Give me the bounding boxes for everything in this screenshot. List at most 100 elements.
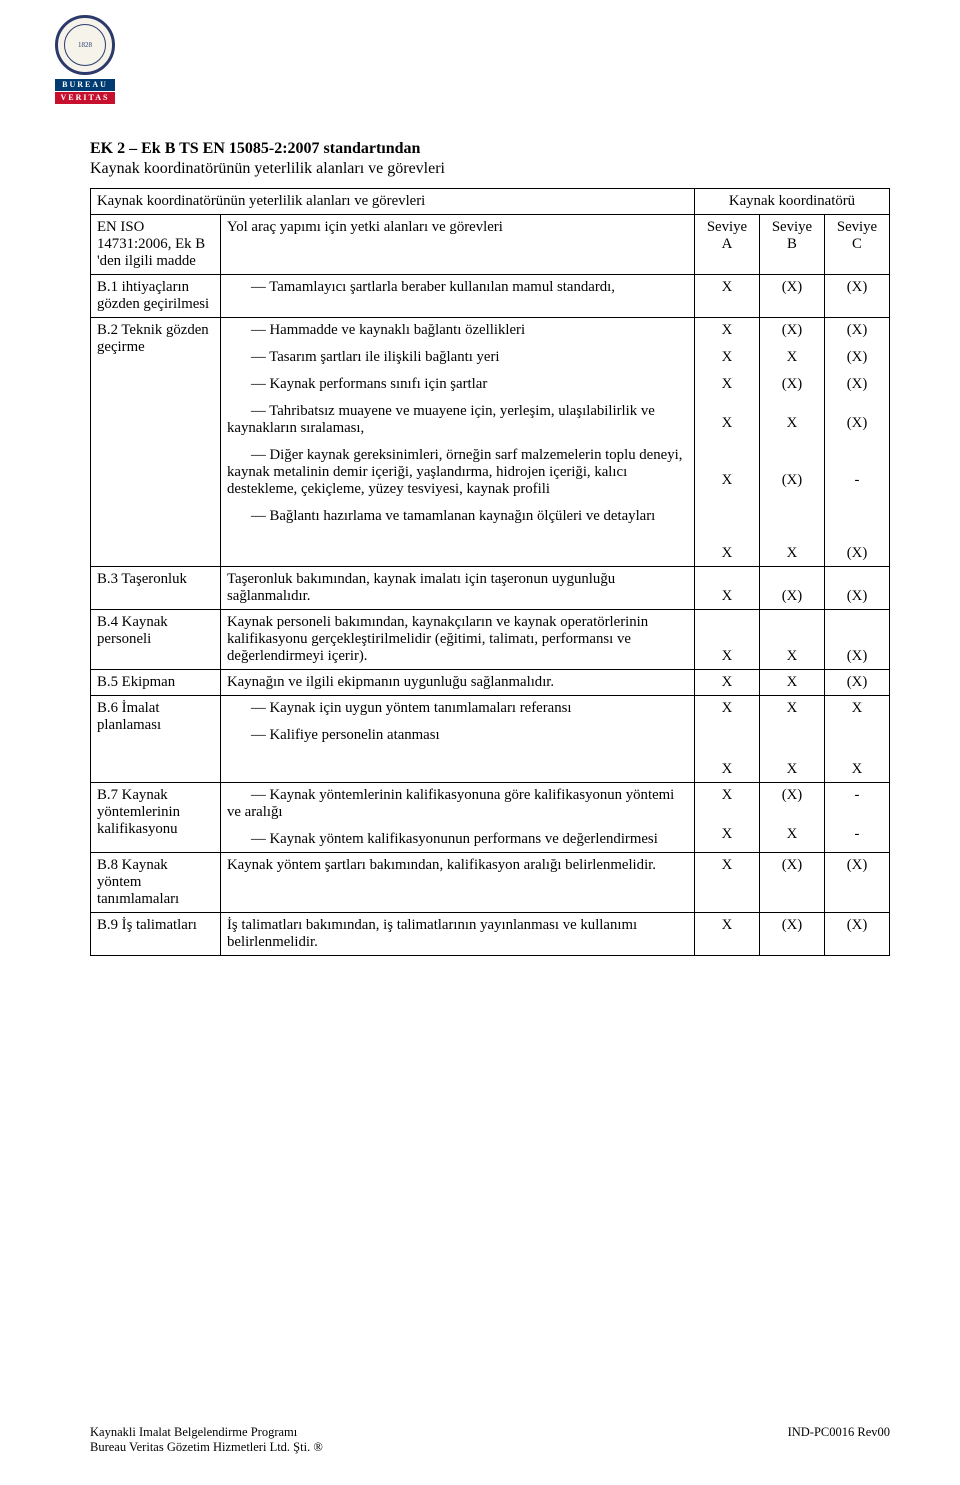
b8-desc: Kaynak yöntem şartları bakımından, kalif… xyxy=(221,853,695,913)
b5-c: (X) xyxy=(824,670,889,696)
b2-l2c: (X) xyxy=(831,349,883,366)
b6-l1b: X xyxy=(766,700,818,717)
footer-left2: Bureau Veritas Gözetim Hizmetleri Ltd. Ş… xyxy=(90,1440,323,1455)
b7-l1c: - xyxy=(831,787,883,804)
b8-b: (X) xyxy=(759,853,824,913)
b1-label: B.1 ihtiyaçların gözden geçirilmesi xyxy=(91,275,221,318)
b4-c: (X) xyxy=(824,610,889,670)
row-b3: B.3 Taşeronluk Taşeronluk bakımından, ka… xyxy=(91,567,890,610)
b6-l1a: X xyxy=(701,700,753,717)
b2-l6c: (X) xyxy=(831,545,883,562)
b9-desc: İş talimatları bakımından, iş talimatlar… xyxy=(221,913,695,956)
b6-l2: — Kalifiye personelin atanması xyxy=(227,727,688,744)
b7-col-c: - - xyxy=(824,783,889,853)
b8-c: (X) xyxy=(824,853,889,913)
logo-year: 1828 xyxy=(78,41,92,49)
b2-l5a: X xyxy=(701,472,753,489)
b3-b: (X) xyxy=(759,567,824,610)
b9-label: B.9 İş talimatları xyxy=(91,913,221,956)
b2-desc: — Hammadde ve kaynaklı bağlantı özellikl… xyxy=(221,318,695,567)
row-b6: B.6 İmalat planlaması — Kaynak için uygu… xyxy=(91,696,890,783)
footer-left1: Kaynakli Imalat Belgelendirme Programı xyxy=(90,1425,323,1440)
row-b1: B.1 ihtiyaçların gözden geçirilmesi — Ta… xyxy=(91,275,890,318)
b2-l6a: X xyxy=(701,545,753,562)
heading: EK 2 – Ek B TS EN 15085-2:2007 standartı… xyxy=(90,140,890,178)
row-b7: B.7 Kaynak yöntemlerinin kalifikasyonu —… xyxy=(91,783,890,853)
b7-l1b: (X) xyxy=(766,787,818,804)
row-b8: B.8 Kaynak yöntem tanımlamaları Kaynak y… xyxy=(91,853,890,913)
b7-l1: — Kaynak yöntemlerinin kalifikasyonuna g… xyxy=(227,787,688,821)
logo-bar-bureau: BUREAU xyxy=(55,79,115,91)
b2-l5b: (X) xyxy=(766,472,818,489)
heading-line2: Kaynak koordinatörünün yeterlilik alanla… xyxy=(90,160,890,178)
b2-l2: — Tasarım şartları ile ilişkili bağlantı… xyxy=(227,349,688,366)
b9-b: (X) xyxy=(759,913,824,956)
th-desc-sub: Yol araç yapımı için yetki alanları ve g… xyxy=(221,215,695,275)
b2-l6b: X xyxy=(766,545,818,562)
b7-l2a: X xyxy=(701,826,753,843)
b5-label: B.5 Ekipman xyxy=(91,670,221,696)
b2-l2a: X xyxy=(701,349,753,366)
b2-l1c: (X) xyxy=(831,322,883,339)
footer-right: IND-PC0016 Rev00 xyxy=(788,1425,890,1455)
th-level-b: Seviye B xyxy=(759,215,824,275)
b7-col-b: (X) X xyxy=(759,783,824,853)
b1-b: (X) xyxy=(759,275,824,318)
b2-l6: — Bağlantı hazırlama ve tamamlanan kayna… xyxy=(227,508,688,525)
b9-c: (X) xyxy=(824,913,889,956)
b1-desc: — Tamamlayıcı şartlarla beraber kullanıl… xyxy=(221,275,695,318)
page: 1828 BUREAU VERITAS EK 2 – Ek B TS EN 15… xyxy=(0,0,960,1485)
b7-desc: — Kaynak yöntemlerinin kalifikasyonuna g… xyxy=(221,783,695,853)
th-level-a: Seviye A xyxy=(694,215,759,275)
table-header-row1: Kaynak koordinatörünün yeterlilik alanla… xyxy=(91,189,890,215)
row-b9: B.9 İş talimatları İş talimatları bakımı… xyxy=(91,913,890,956)
b1-a: X xyxy=(694,275,759,318)
row-b4: B.4 Kaynak personeli Kaynak personeli ba… xyxy=(91,610,890,670)
logo-seal: 1828 xyxy=(55,15,115,75)
table-header-row2: EN ISO 14731:2006, Ek B 'den ilgili madd… xyxy=(91,215,890,275)
b1-c: (X) xyxy=(824,275,889,318)
logo-bar-veritas: VERITAS xyxy=(55,92,115,104)
b3-c: (X) xyxy=(824,567,889,610)
logo: 1828 BUREAU VERITAS xyxy=(45,15,125,104)
b8-a: X xyxy=(694,853,759,913)
b6-label: B.6 İmalat planlaması xyxy=(91,696,221,783)
b7-label: B.7 Kaynak yöntemlerinin kalifikasyonu xyxy=(91,783,221,853)
b6-col-a: X X xyxy=(694,696,759,783)
b3-label: B.3 Taşeronluk xyxy=(91,567,221,610)
b2-l4: — Tahribatsız muayene ve muayene için, y… xyxy=(227,403,688,437)
th-level-c: Seviye C xyxy=(824,215,889,275)
b2-l4a: X xyxy=(701,415,753,432)
b7-col-a: X X xyxy=(694,783,759,853)
footer-left: Kaynakli Imalat Belgelendirme Programı B… xyxy=(90,1425,323,1455)
b2-l1a: X xyxy=(701,322,753,339)
b2-l1b: (X) xyxy=(766,322,818,339)
b2-l4b: X xyxy=(766,415,818,432)
b6-l2a: X xyxy=(701,761,753,778)
th-right-title: Kaynak koordinatörü xyxy=(694,189,889,215)
b7-l2c: - xyxy=(831,826,883,843)
b1-desc-text: — Tamamlayıcı şartlarla beraber kullanıl… xyxy=(227,279,688,296)
row-b5: B.5 Ekipman Kaynağın ve ilgili ekipmanın… xyxy=(91,670,890,696)
b3-a: X xyxy=(694,567,759,610)
b4-label: B.4 Kaynak personeli xyxy=(91,610,221,670)
b2-col-c: (X) (X) (X) (X) - (X) xyxy=(824,318,889,567)
b2-l3: — Kaynak performans sınıfı için şartlar xyxy=(227,376,688,393)
b2-l2b: X xyxy=(766,349,818,366)
b6-desc: — Kaynak için uygun yöntem tanımlamaları… xyxy=(221,696,695,783)
heading-line1: EK 2 – Ek B TS EN 15085-2:2007 standartı… xyxy=(90,140,890,158)
th-left-title: Kaynak koordinatörünün yeterlilik alanla… xyxy=(91,189,695,215)
b5-a: X xyxy=(694,670,759,696)
b9-a: X xyxy=(694,913,759,956)
b4-b: X xyxy=(759,610,824,670)
b2-l3a: X xyxy=(701,376,753,393)
b2-label: B.2 Teknik gözden geçirme xyxy=(91,318,221,567)
b7-l2b: X xyxy=(766,826,818,843)
b2-l5c: - xyxy=(831,472,883,489)
b7-l2: — Kaynak yöntem kalifikasyonunun perform… xyxy=(227,831,688,848)
row-b2: B.2 Teknik gözden geçirme — Hammadde ve … xyxy=(91,318,890,567)
footer: Kaynakli Imalat Belgelendirme Programı B… xyxy=(90,1425,890,1455)
b4-desc: Kaynak personeli bakımından, kaynakçılar… xyxy=(221,610,695,670)
b2-l3c: (X) xyxy=(831,376,883,393)
b4-a: X xyxy=(694,610,759,670)
